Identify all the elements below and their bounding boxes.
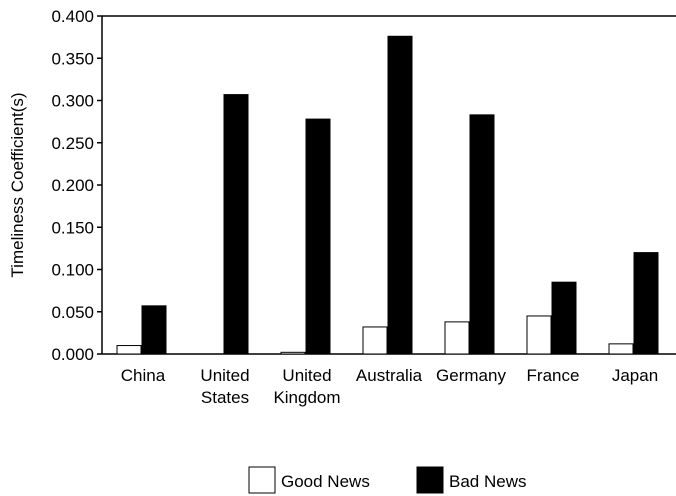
- bar-bad-news: [387, 35, 413, 355]
- x-tick-label: Australia: [356, 366, 423, 385]
- y-axis-label: Timeliness Coefficient(s): [8, 92, 27, 277]
- x-tick-label: States: [201, 388, 249, 407]
- x-tick-label: Japan: [612, 366, 658, 385]
- bar-good-news: [362, 326, 388, 355]
- bar-bad-news: [141, 305, 167, 355]
- y-tick-label: 0.200: [51, 176, 94, 195]
- legend-label: Bad News: [449, 472, 526, 491]
- legend-swatch: [248, 466, 276, 494]
- x-axis-labels: China United States United Kingdom Australia G…: [121, 366, 658, 407]
- x-tick-label: France: [527, 366, 580, 385]
- bar-good-news: [444, 321, 470, 355]
- y-tick-label: 0.050: [51, 303, 94, 322]
- y-axis-ticks: 0.000 0.050 0.100 0.150 0.200 0.250 0.300 0.350…: [51, 7, 102, 364]
- y-tick-label: 0.350: [51, 49, 94, 68]
- bar-bad-news: [469, 114, 495, 355]
- x-tick-label: China: [121, 366, 166, 385]
- bar-good-news: [280, 351, 306, 355]
- legend: Good News Bad News: [248, 466, 526, 494]
- x-tick-label: Kingdom: [273, 388, 340, 407]
- bar-bad-news: [633, 252, 659, 355]
- y-tick-label: 0.300: [51, 92, 94, 111]
- bar-good-news: [526, 315, 552, 355]
- y-tick-label: 0.000: [51, 345, 94, 364]
- plot-area: [101, 15, 676, 355]
- bar-bad-news: [551, 281, 577, 355]
- x-tick-label: United: [282, 366, 331, 385]
- legend-swatch: [416, 466, 444, 494]
- x-tick-label: Germany: [436, 366, 506, 385]
- bar-bad-news: [305, 118, 331, 355]
- legend-label: Good News: [281, 472, 370, 491]
- bar-good-news: [116, 345, 142, 355]
- y-tick-label: 0.150: [51, 218, 94, 237]
- bar-good-news: [608, 343, 634, 355]
- x-tick-label: United: [200, 366, 249, 385]
- bar-bad-news: [223, 94, 249, 355]
- y-tick-label: 0.400: [51, 7, 94, 26]
- y-tick-label: 0.100: [51, 261, 94, 280]
- y-tick-label: 0.250: [51, 134, 94, 153]
